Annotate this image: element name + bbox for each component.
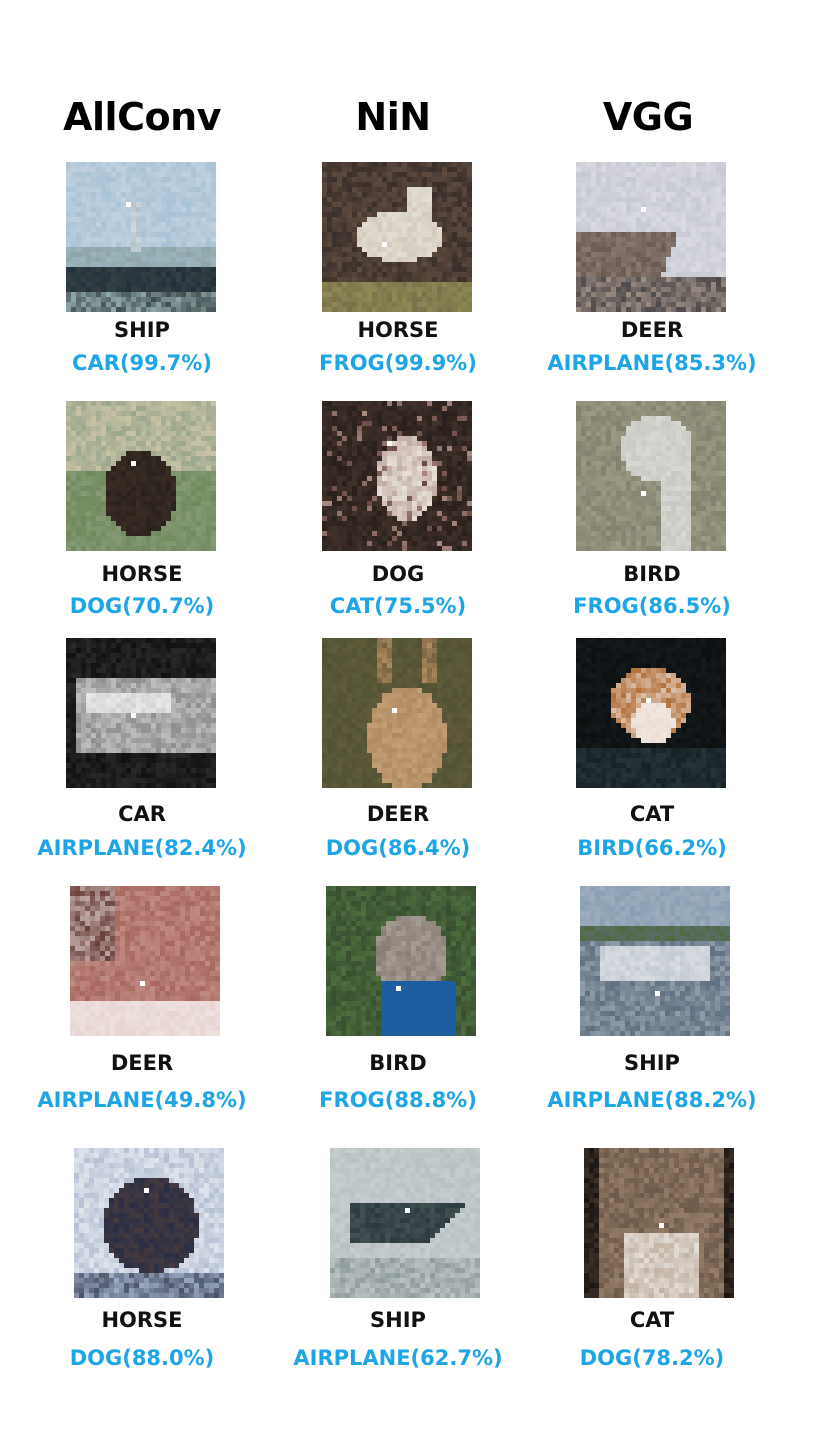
sample-image <box>74 1148 224 1298</box>
sample-image <box>66 162 216 312</box>
sample-image <box>330 1148 480 1298</box>
column-header-vgg: VGG <box>602 95 694 139</box>
true-label: DEER <box>620 318 684 342</box>
predicted-label: AIRPLANE(88.2%) <box>547 1088 757 1112</box>
perturbed-pixel <box>405 1208 410 1213</box>
sample-image <box>70 886 220 1036</box>
sample-image <box>322 162 472 312</box>
true-label: SHIP <box>370 1308 426 1332</box>
true-label: CAT <box>629 1308 675 1332</box>
true-label: CAT <box>629 802 675 826</box>
perturbed-pixel <box>396 986 401 991</box>
perturbed-pixel <box>641 491 646 496</box>
true-label: DEER <box>366 802 430 826</box>
predicted-label: DOG(86.4%) <box>325 836 471 860</box>
predicted-label: DOG(78.2%) <box>579 1346 725 1370</box>
predicted-label: AIRPLANE(85.3%) <box>547 351 757 375</box>
perturbed-pixel <box>131 461 136 466</box>
perturbed-pixel <box>392 708 397 713</box>
column-header-allconv: AllConv <box>63 95 221 139</box>
perturbed-pixel <box>126 202 131 207</box>
perturbed-pixel <box>140 981 145 986</box>
true-label: DEER <box>110 1051 174 1075</box>
predicted-label: CAR(99.7%) <box>72 351 212 375</box>
sample-image <box>322 638 472 788</box>
true-label: DOG <box>371 562 425 586</box>
true-label: CAR <box>118 802 166 826</box>
perturbed-pixel <box>131 713 136 718</box>
perturbed-pixel <box>659 1223 664 1228</box>
predicted-label: DOG(88.0%) <box>69 1346 215 1370</box>
sample-image <box>576 162 726 312</box>
perturbed-pixel <box>387 441 392 446</box>
predicted-label: FROG(86.5%) <box>573 594 731 618</box>
predicted-label: DOG(70.7%) <box>69 594 215 618</box>
true-label: HORSE <box>357 318 439 342</box>
perturbed-pixel <box>144 1188 149 1193</box>
column-header-nin: NiN <box>355 95 431 139</box>
predicted-label: AIRPLANE(82.4%) <box>37 836 247 860</box>
sample-image <box>576 638 726 788</box>
predicted-label: CAT(75.5%) <box>329 594 467 618</box>
sample-image <box>584 1148 734 1298</box>
sample-image <box>580 886 730 1036</box>
predicted-label: AIRPLANE(62.7%) <box>293 1346 503 1370</box>
sample-image <box>66 401 216 551</box>
perturbed-pixel <box>655 991 660 996</box>
predicted-label: BIRD(66.2%) <box>577 836 727 860</box>
true-label: HORSE <box>101 562 183 586</box>
predicted-label: FROG(99.9%) <box>319 351 477 375</box>
true-label: SHIP <box>624 1051 680 1075</box>
true-label: BIRD <box>369 1051 427 1075</box>
perturbed-pixel <box>641 207 646 212</box>
sample-image <box>66 638 216 788</box>
perturbed-pixel <box>646 698 651 703</box>
true-label: BIRD <box>623 562 681 586</box>
predicted-label: AIRPLANE(49.8%) <box>37 1088 247 1112</box>
true-label: SHIP <box>114 318 170 342</box>
true-label: HORSE <box>101 1308 183 1332</box>
perturbed-pixel <box>382 242 387 247</box>
sample-image <box>326 886 476 1036</box>
sample-image <box>576 401 726 551</box>
predicted-label: FROG(88.8%) <box>319 1088 477 1112</box>
sample-image <box>322 401 472 551</box>
